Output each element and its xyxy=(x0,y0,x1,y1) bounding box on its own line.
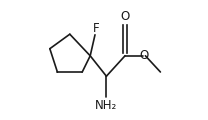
Text: NH₂: NH₂ xyxy=(95,99,118,112)
Text: F: F xyxy=(93,22,99,35)
Text: O: O xyxy=(140,49,149,62)
Text: O: O xyxy=(120,10,130,23)
